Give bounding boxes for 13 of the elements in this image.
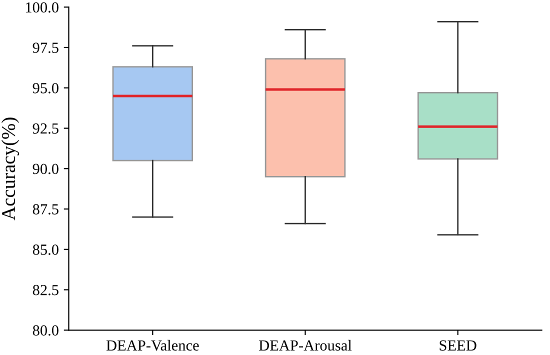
- y-tick-label: 97.5: [32, 42, 58, 53]
- y-tick-label: 85.0: [32, 244, 58, 255]
- y-tick-label: 100.0: [26, 2, 58, 13]
- y-axis-title: Accuracy(%): [1, 118, 20, 220]
- x-tick-label: DEAP-Valence: [106, 340, 199, 351]
- y-tick-label: 82.5: [32, 284, 58, 296]
- y-tick-label: 92.5: [32, 123, 58, 134]
- x-tick-label: DEAP-Arousal: [259, 340, 352, 351]
- x-tick-label: SEED: [440, 340, 476, 351]
- y-tick-label: 95.0: [32, 83, 58, 94]
- y-tick-label: 90.0: [32, 164, 58, 174]
- y-tick-label: 80.0: [32, 325, 58, 336]
- y-tick-label: 87.5: [32, 204, 58, 215]
